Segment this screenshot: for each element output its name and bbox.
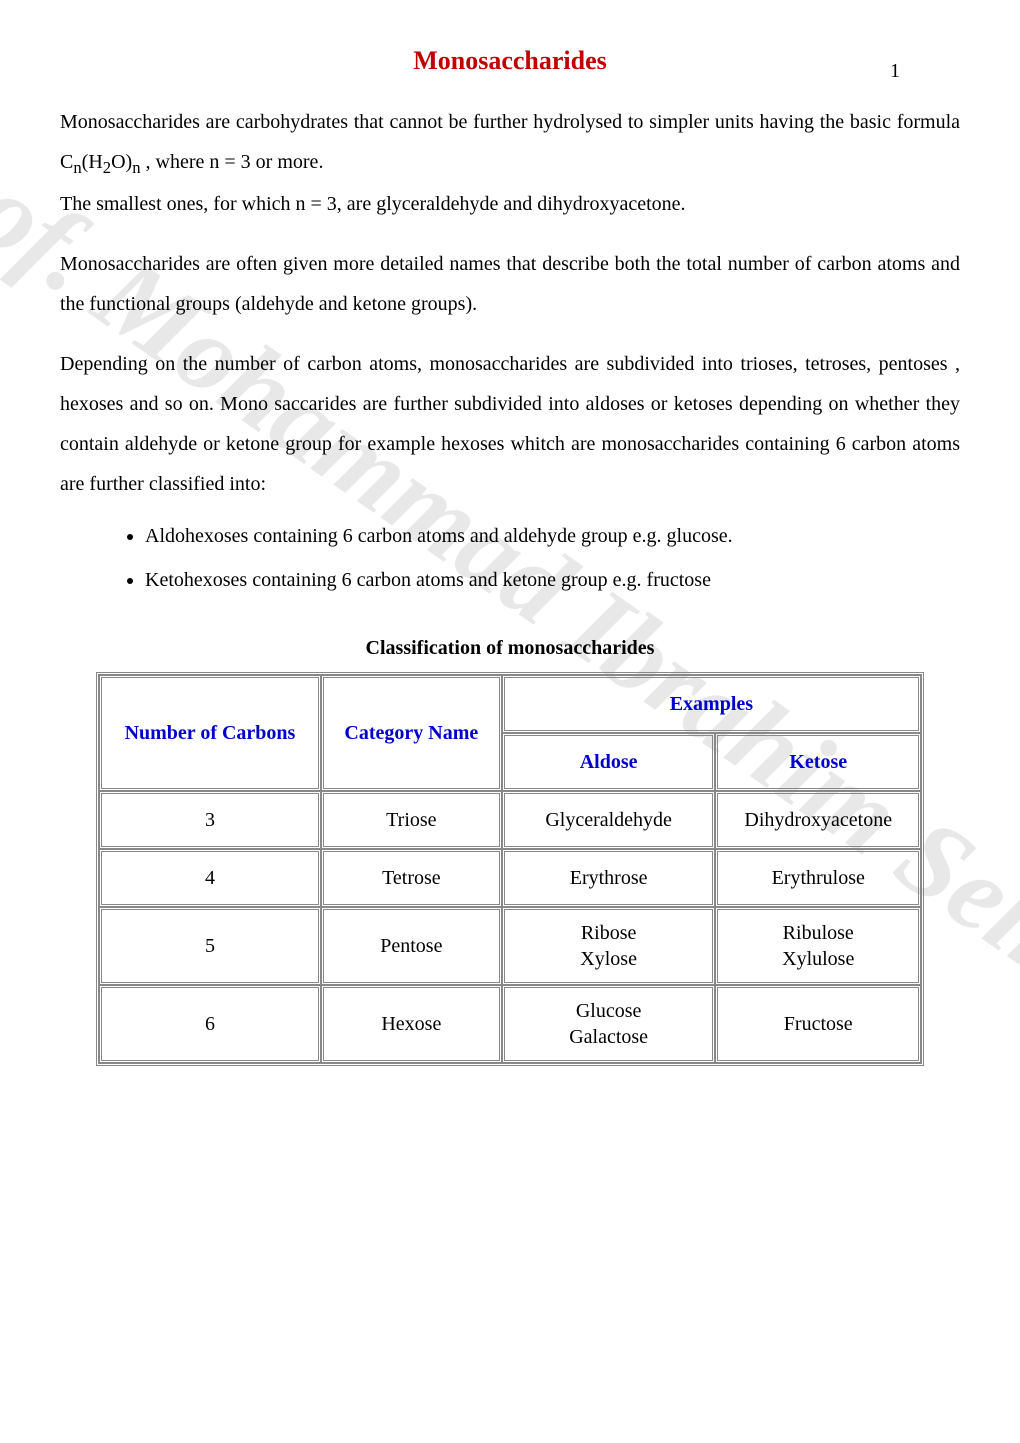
cell-carbons: 3: [99, 791, 321, 849]
cell-ketose: Erythrulose: [715, 849, 921, 907]
cell-aldose: Erythrose: [502, 849, 716, 907]
paragraph-2: Monosaccharides are often given more det…: [60, 244, 960, 324]
header-carbons: Number of Carbons: [99, 675, 321, 791]
header-aldose: Aldose: [502, 733, 716, 791]
bullet-1: Aldohexoses containing 6 carbon atoms an…: [145, 514, 960, 558]
p1-text-4: , where n = 3 or more.: [141, 151, 324, 173]
cell-category: Hexose: [321, 985, 502, 1063]
paragraph-3: Depending on the number of carbon atoms,…: [60, 344, 960, 504]
table-row: 5 Pentose RiboseXylose RibuloseXylulose: [99, 907, 921, 985]
cell-ketose: RibuloseXylulose: [715, 907, 921, 985]
cell-category: Triose: [321, 791, 502, 849]
cell-carbons: 4: [99, 849, 321, 907]
cell-category: Pentose: [321, 907, 502, 985]
bullet-2: Ketohexoses containing 6 carbon atoms an…: [145, 558, 960, 602]
header-ketose: Ketose: [715, 733, 921, 791]
cell-ketose: Fructose: [715, 985, 921, 1063]
p1-text-3: O): [111, 151, 132, 173]
p1-sub-1: n: [73, 158, 81, 177]
bullet-list: Aldohexoses containing 6 carbon atoms an…: [60, 514, 960, 602]
p1-sub-2: 2: [103, 158, 111, 177]
table-row: 6 Hexose GlucoseGalactose Fructose: [99, 985, 921, 1063]
cell-category: Tetrose: [321, 849, 502, 907]
table-row: 3 Triose Glyceraldehyde Dihydroxyacetone: [99, 791, 921, 849]
cell-carbons: 6: [99, 985, 321, 1063]
classification-table: Number of Carbons Category Name Examples…: [96, 672, 924, 1066]
p1b-text: The smallest ones, for which n = 3, are …: [60, 193, 686, 215]
cell-aldose: GlucoseGalactose: [502, 985, 716, 1063]
p1-text-2: (H: [82, 151, 103, 173]
page-number: 1: [890, 55, 900, 87]
p1-sub-3: n: [132, 158, 140, 177]
cell-carbons: 5: [99, 907, 321, 985]
cell-aldose: RiboseXylose: [502, 907, 716, 985]
paragraph-1: Monosaccharides are carbohydrates that c…: [60, 102, 960, 224]
table-row: 4 Tetrose Erythrose Erythrulose: [99, 849, 921, 907]
document-title: Monosaccharides: [60, 40, 960, 82]
header-category: Category Name: [321, 675, 502, 791]
cell-aldose: Glyceraldehyde: [502, 791, 716, 849]
table-caption: Classification of monosaccharides: [60, 632, 960, 664]
cell-ketose: Dihydroxyacetone: [715, 791, 921, 849]
header-examples: Examples: [502, 675, 921, 733]
